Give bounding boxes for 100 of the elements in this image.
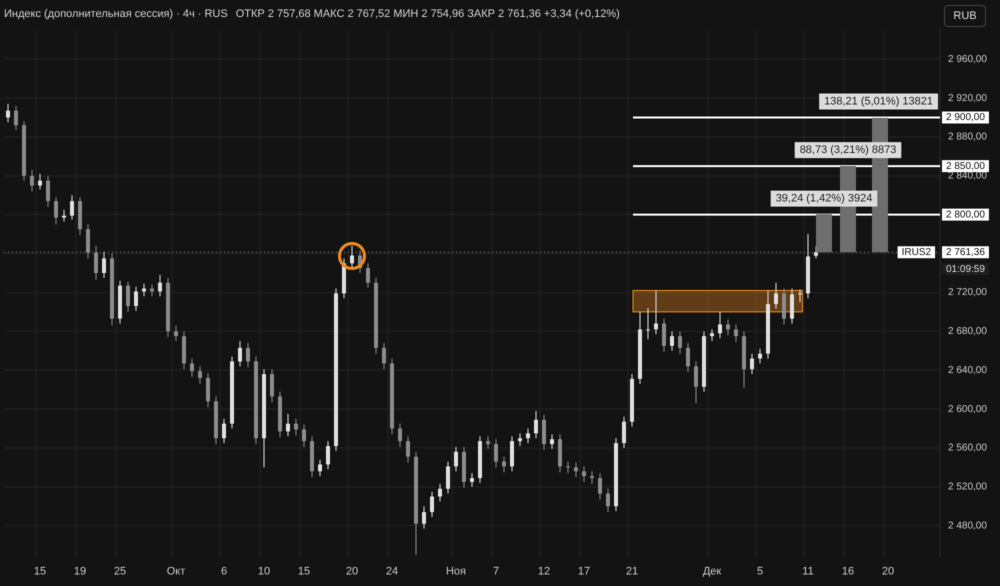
candlestick [102,251,106,278]
bar [816,214,832,252]
candlestick [302,424,306,448]
y-tick-label: 2 520,00 [948,482,988,493]
y-tick-label: 2 600,00 [948,404,988,415]
annotation: IRUS2 [902,246,932,258]
x-tick-label: 16 [842,565,854,578]
candlestick [590,470,594,484]
x-tick-label: Окт [166,565,186,578]
candlestick [430,491,434,518]
x-tick-label: 25 [114,565,126,578]
x-tick-label: 10 [258,565,270,578]
candlestick [134,286,138,312]
candlestick [758,348,762,364]
x-tick-label: 24 [386,565,398,578]
x-tick-label: 11 [802,565,814,578]
y-tick-label: 2 880,00 [948,132,988,143]
x-tick-label: 12 [538,565,550,578]
candlestick [750,353,754,375]
text: 01:09:59 [946,264,986,275]
candlestick [686,342,690,373]
candlestick [54,196,58,225]
candlestick [246,342,250,368]
candlestick [574,462,578,478]
ref-line-label: 2 900,00 [946,112,986,124]
candlestick [662,318,666,352]
candlestick [270,368,274,403]
candlestick [62,209,66,222]
y-tick-label: 2 680,00 [948,326,988,338]
candlestick [718,311,722,339]
candlestick [502,456,506,473]
x-tick-label: 20 [882,565,894,578]
annotation: 138,21 (5,01%) 13821 [824,96,934,108]
candlestick [582,466,586,482]
ref-line-label: 2 761,36 [946,246,986,258]
candlestick [622,416,626,448]
x-tick-label: 6 [220,565,228,578]
candlestick [814,246,818,259]
candlestick [14,105,18,131]
candlestick [734,324,738,342]
x-tick-label: 15 [298,565,310,578]
x-tick-label: 5 [756,565,764,578]
candlestick [350,245,354,269]
candlestick [6,103,10,123]
candlestick [286,413,290,437]
y-tick-label: 2 480,00 [948,520,988,532]
candlestick [566,461,570,474]
x-tick-label: 21 [626,565,638,578]
x-tick-label: 20 [346,565,358,578]
candlestick [494,438,498,468]
chart-subtitle: ОТКР 2 757,68 МАКС 2 767,52 МИН 2 754,96 ЗАКР 2 761,36 +3,34 (+0,12%) [236,8,620,20]
annotation: 88,73 (3,21%) 8873 [800,144,896,156]
candlestick [238,340,242,367]
candlestick [534,410,538,439]
candlestick [206,372,210,408]
candlestick [518,432,522,446]
candlestick [726,319,730,336]
candlestick [670,330,674,352]
x-tick-label: Ноя [446,565,466,578]
candlestick [678,330,682,354]
candlestick [38,173,42,190]
chart-title: Индекс (дополнительная сессия) · 4ч · RUS [4,8,228,20]
candlestick [446,461,450,494]
candlestick [198,366,202,384]
candlestick [598,472,602,500]
candlestick [190,358,194,378]
candlestick [550,434,554,450]
y-tick-label: 2 960,00 [948,54,988,65]
x-tick-label: 17 [578,565,590,578]
candlestick [486,436,490,450]
annotation: 39,24 (1,42%) 3924 [776,192,872,205]
candlestick [326,440,330,470]
candlestick [382,342,386,370]
x-tick-label: Дек [702,565,722,578]
candlestick [406,436,410,464]
candlestick [798,289,802,303]
candlestick [654,290,658,335]
x-tick-label: 15 [34,565,46,578]
text: RUB [944,5,986,27]
candlestick [126,281,130,312]
candlestick [470,472,474,488]
candlestick [606,488,610,513]
y-tick-label: 2 640,00 [948,364,988,376]
candlestick [46,175,50,208]
candlestick [526,428,530,444]
y-tick-label: 2 560,00 [948,442,988,454]
candlestick [398,423,402,448]
candlestick [30,169,34,192]
candlestick [222,418,226,444]
candlestick [70,194,74,220]
candlestick [694,360,698,404]
x-tick-label: 7 [492,565,500,578]
y-tick-label: 2 720,00 [948,287,988,298]
candlestick [158,274,162,297]
y-tick-label: 2 920,00 [948,92,988,104]
ref-line-label: 2 850,00 [946,160,986,172]
candlestick [774,282,778,310]
candlestick [142,283,146,297]
x-tick-label: 19 [74,565,86,578]
candlestick [438,483,442,502]
